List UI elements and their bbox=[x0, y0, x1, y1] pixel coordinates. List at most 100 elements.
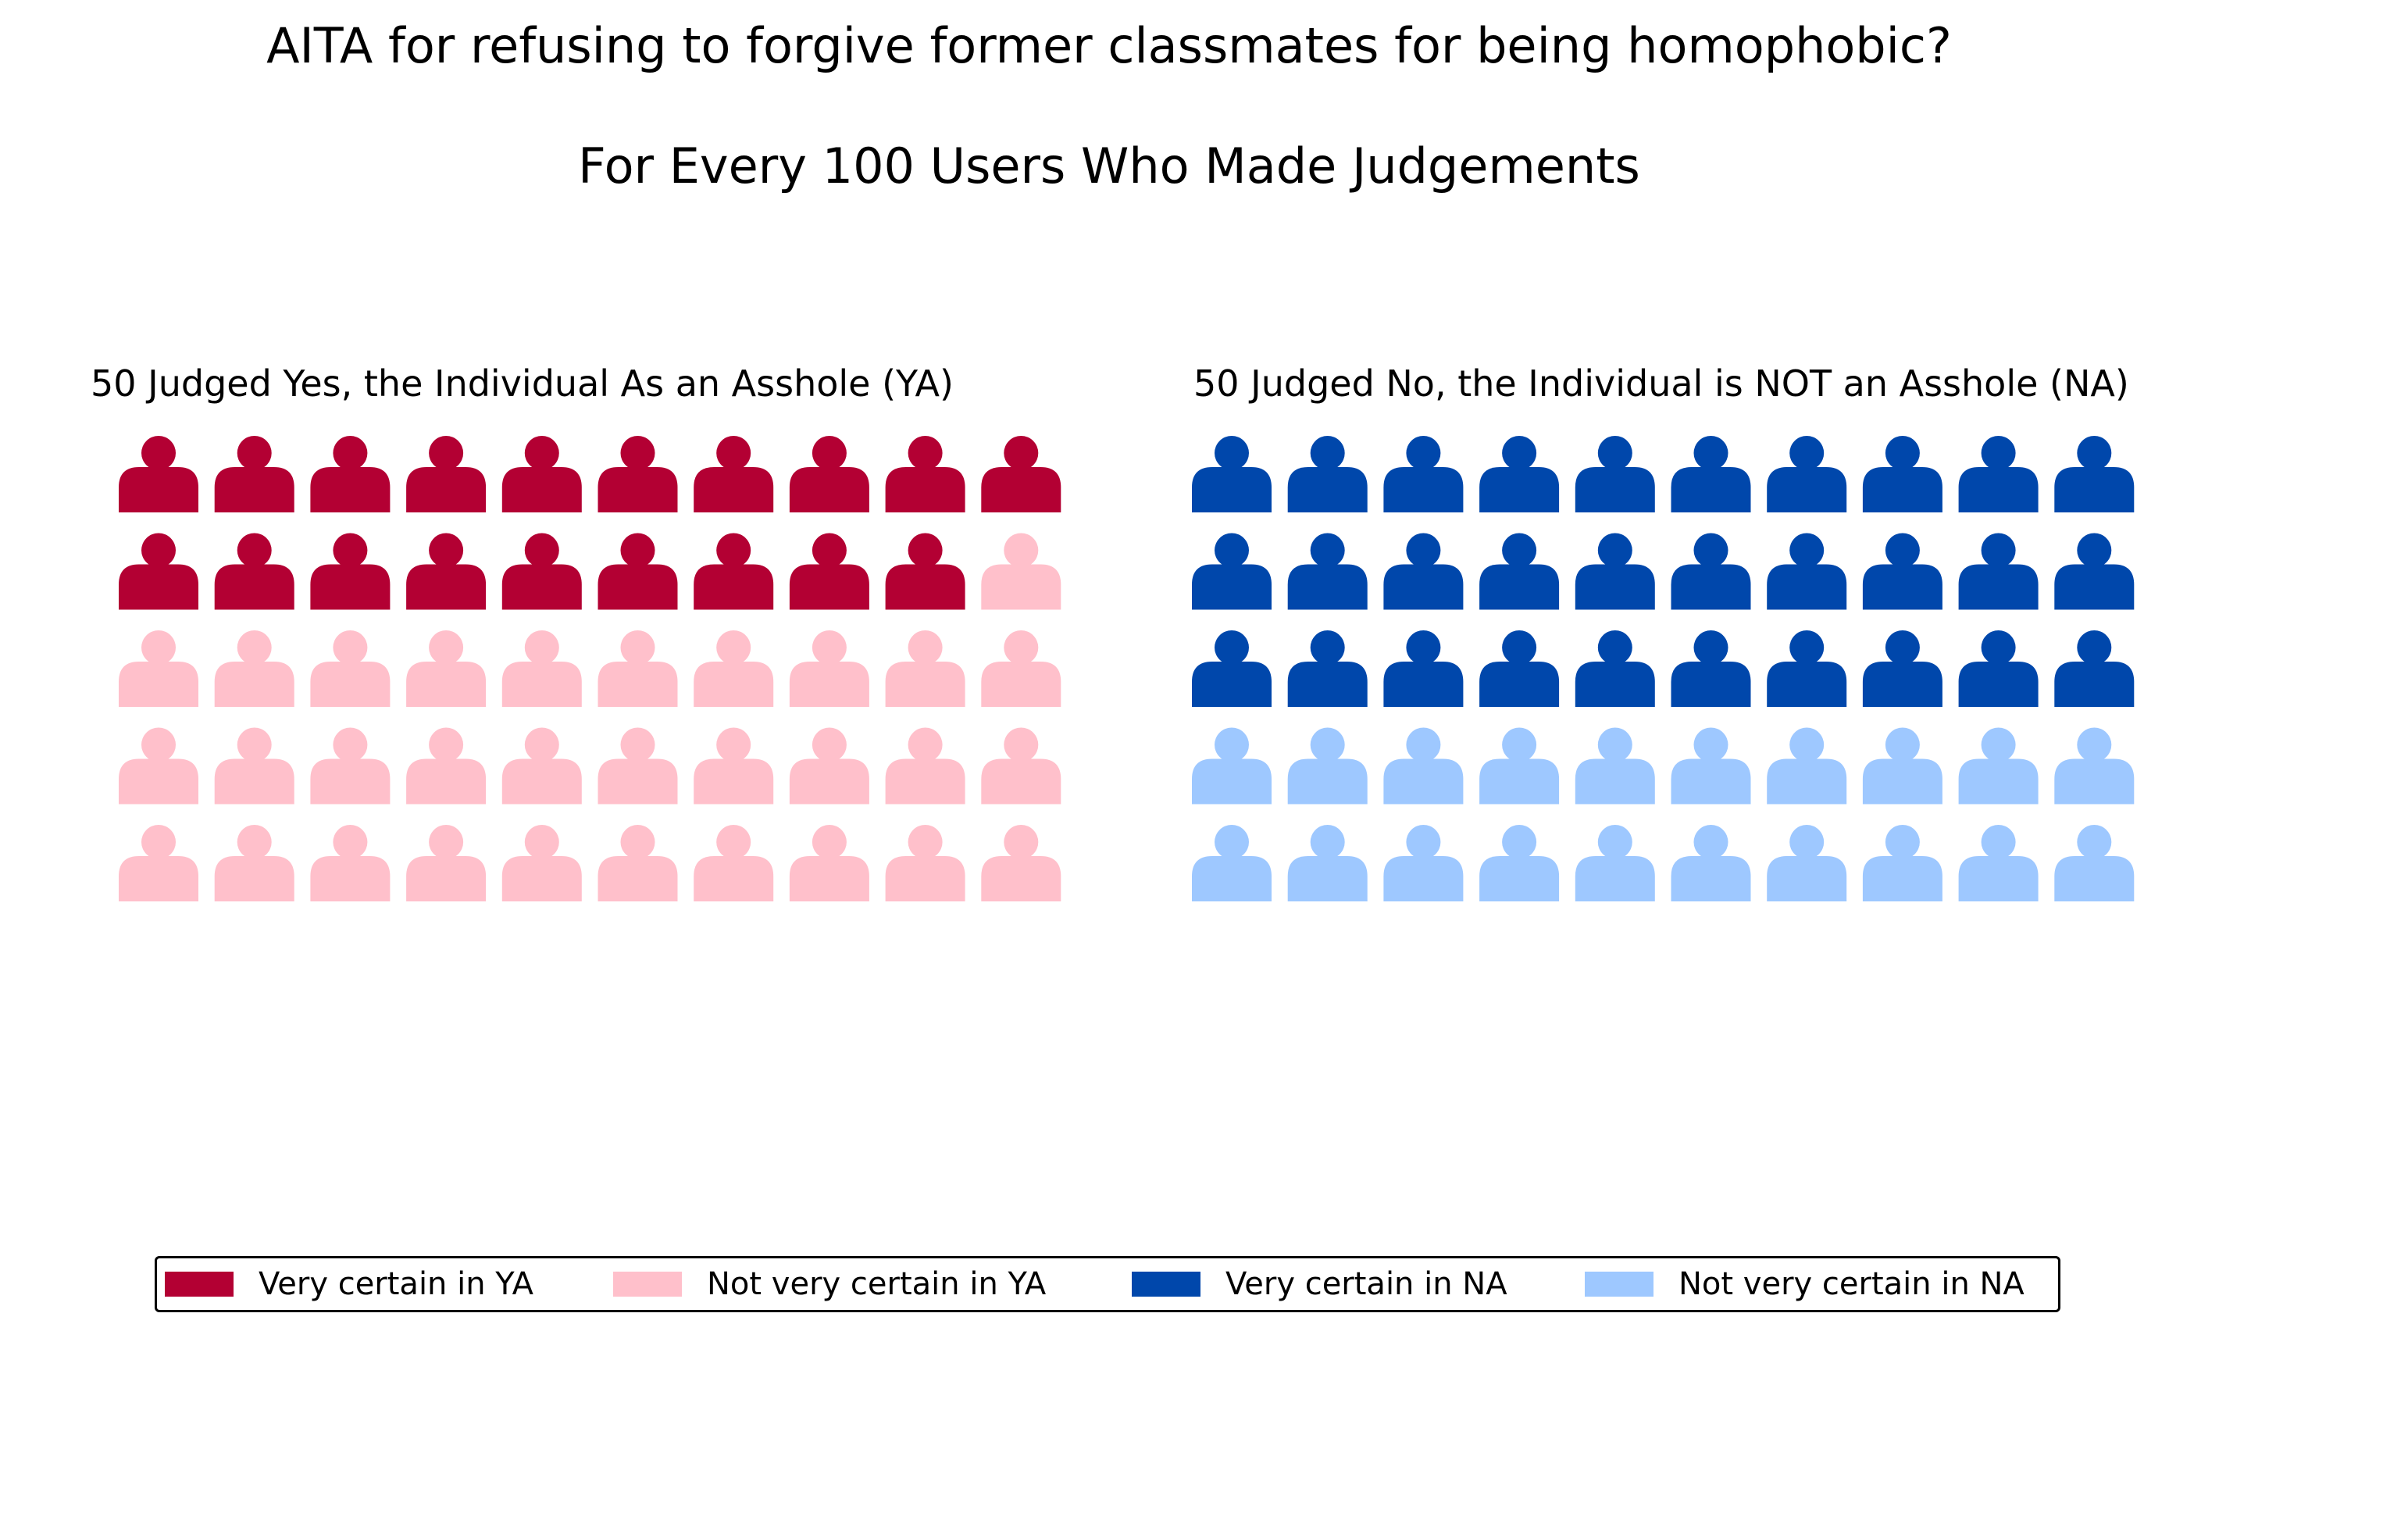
person-icon-ya-15 bbox=[502, 533, 582, 610]
legend: Very certain in YA Not very certain in Y… bbox=[155, 1256, 2060, 1312]
person-icon-na-43 bbox=[1383, 825, 1463, 901]
legend-label-not-very-certain-ya: Not very certain in YA bbox=[707, 1266, 1046, 1302]
person-icon-na-4 bbox=[1479, 436, 1559, 512]
legend-swatch-very-certain-na bbox=[1132, 1272, 1200, 1297]
person-icon-na-28 bbox=[1863, 630, 1942, 707]
person-icon-na-1 bbox=[1192, 436, 1272, 512]
person-icon-na-29 bbox=[1959, 630, 2039, 707]
person-icon-na-17 bbox=[1767, 533, 1846, 610]
person-icon-ya-11 bbox=[119, 533, 198, 610]
person-icon-na-15 bbox=[1575, 533, 1655, 610]
person-icon-na-46 bbox=[1671, 825, 1751, 901]
person-icon-ya-31 bbox=[119, 728, 198, 805]
legend-label-very-certain-ya: Very certain in YA bbox=[259, 1266, 533, 1302]
person-icon-na-37 bbox=[1767, 728, 1846, 805]
person-icon-ya-12 bbox=[215, 533, 294, 610]
person-icon-na-32 bbox=[1288, 728, 1368, 805]
person-icon-na-49 bbox=[1959, 825, 2039, 901]
person-icon-ya-26 bbox=[598, 630, 678, 707]
person-icon-ya-23 bbox=[310, 630, 390, 707]
person-icon-ya-47 bbox=[694, 825, 773, 901]
person-icon-ya-4 bbox=[406, 436, 486, 512]
person-icon-na-45 bbox=[1575, 825, 1655, 901]
person-icon-ya-22 bbox=[215, 630, 294, 707]
person-icon-ya-5 bbox=[502, 436, 582, 512]
person-icon-na-38 bbox=[1863, 728, 1942, 805]
person-icon-ya-34 bbox=[406, 728, 486, 805]
person-icon-ya-30 bbox=[981, 630, 1061, 707]
person-icon-na-21 bbox=[1192, 630, 1272, 707]
person-icon-na-41 bbox=[1192, 825, 1272, 901]
person-icon-na-48 bbox=[1863, 825, 1942, 901]
person-icon-na-25 bbox=[1575, 630, 1655, 707]
legend-label-very-certain-na: Very certain in NA bbox=[1225, 1266, 1507, 1302]
person-icon-ya-9 bbox=[886, 436, 965, 512]
person-icon-na-40 bbox=[2054, 728, 2134, 805]
person-icon-ya-41 bbox=[119, 825, 198, 901]
legend-swatch-very-certain-ya bbox=[165, 1272, 234, 1297]
person-icon-ya-28 bbox=[790, 630, 869, 707]
person-icon-ya-7 bbox=[694, 436, 773, 512]
legend-item-not-very-certain-na: Not very certain in NA bbox=[1585, 1258, 2025, 1310]
person-icon-ya-40 bbox=[981, 728, 1061, 805]
person-icon-ya-36 bbox=[598, 728, 678, 805]
person-icon-ya-45 bbox=[502, 825, 582, 901]
person-icon-na-50 bbox=[2054, 825, 2134, 901]
person-icon-ya-10 bbox=[981, 436, 1061, 512]
person-icon-na-27 bbox=[1767, 630, 1846, 707]
person-icon-na-31 bbox=[1192, 728, 1272, 805]
legend-item-very-certain-ya: Very certain in YA bbox=[165, 1258, 533, 1310]
person-icon-ya-39 bbox=[886, 728, 965, 805]
legend-swatch-not-very-certain-ya bbox=[613, 1272, 682, 1297]
person-icon-ya-32 bbox=[215, 728, 294, 805]
legend-item-very-certain-na: Very certain in NA bbox=[1132, 1258, 1507, 1310]
person-icon-ya-17 bbox=[694, 533, 773, 610]
person-icon-na-8 bbox=[1863, 436, 1942, 512]
person-icon-ya-33 bbox=[310, 728, 390, 805]
person-icon-na-23 bbox=[1383, 630, 1463, 707]
person-icon-ya-19 bbox=[886, 533, 965, 610]
person-icon-na-18 bbox=[1863, 533, 1942, 610]
person-icon-na-47 bbox=[1767, 825, 1846, 901]
legend-label-not-very-certain-na: Not very certain in NA bbox=[1678, 1266, 2025, 1302]
person-icon-na-20 bbox=[2054, 533, 2134, 610]
legend-swatch-not-very-certain-na bbox=[1585, 1272, 1653, 1297]
person-icon-na-44 bbox=[1479, 825, 1559, 901]
person-icon-na-11 bbox=[1192, 533, 1272, 610]
person-icon-ya-14 bbox=[406, 533, 486, 610]
person-icon-na-34 bbox=[1479, 728, 1559, 805]
person-icon-na-14 bbox=[1479, 533, 1559, 610]
person-icon-na-16 bbox=[1671, 533, 1751, 610]
person-icon-ya-13 bbox=[310, 533, 390, 610]
person-icon-ya-6 bbox=[598, 436, 678, 512]
person-icon-ya-43 bbox=[310, 825, 390, 901]
person-icon-ya-20 bbox=[981, 533, 1061, 610]
person-icon-ya-49 bbox=[886, 825, 965, 901]
person-icon-ya-25 bbox=[502, 630, 582, 707]
person-icon-ya-8 bbox=[790, 436, 869, 512]
person-icon-na-35 bbox=[1575, 728, 1655, 805]
person-icon-na-7 bbox=[1767, 436, 1846, 512]
person-icon-na-39 bbox=[1959, 728, 2039, 805]
person-icon-na-2 bbox=[1288, 436, 1368, 512]
person-icon-ya-44 bbox=[406, 825, 486, 901]
person-icon-ya-35 bbox=[502, 728, 582, 805]
person-icon-ya-16 bbox=[598, 533, 678, 610]
person-icon-na-12 bbox=[1288, 533, 1368, 610]
person-icon-ya-21 bbox=[119, 630, 198, 707]
person-icon-ya-42 bbox=[215, 825, 294, 901]
person-icon-ya-1 bbox=[119, 436, 198, 512]
legend-item-not-very-certain-ya: Not very certain in YA bbox=[613, 1258, 1046, 1310]
person-icon-na-9 bbox=[1959, 436, 2039, 512]
person-icon-ya-24 bbox=[406, 630, 486, 707]
person-icon-ya-48 bbox=[790, 825, 869, 901]
person-icon-ya-38 bbox=[790, 728, 869, 805]
person-icon-na-10 bbox=[2054, 436, 2134, 512]
person-icon-na-26 bbox=[1671, 630, 1751, 707]
person-icon-na-5 bbox=[1575, 436, 1655, 512]
person-icon-ya-29 bbox=[886, 630, 965, 707]
person-icon-na-36 bbox=[1671, 728, 1751, 805]
person-icon-na-22 bbox=[1288, 630, 1368, 707]
person-icon-ya-46 bbox=[598, 825, 678, 901]
person-icon-ya-37 bbox=[694, 728, 773, 805]
